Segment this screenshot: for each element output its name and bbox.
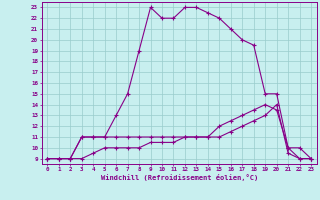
X-axis label: Windchill (Refroidissement éolien,°C): Windchill (Refroidissement éolien,°C) [100, 174, 258, 181]
